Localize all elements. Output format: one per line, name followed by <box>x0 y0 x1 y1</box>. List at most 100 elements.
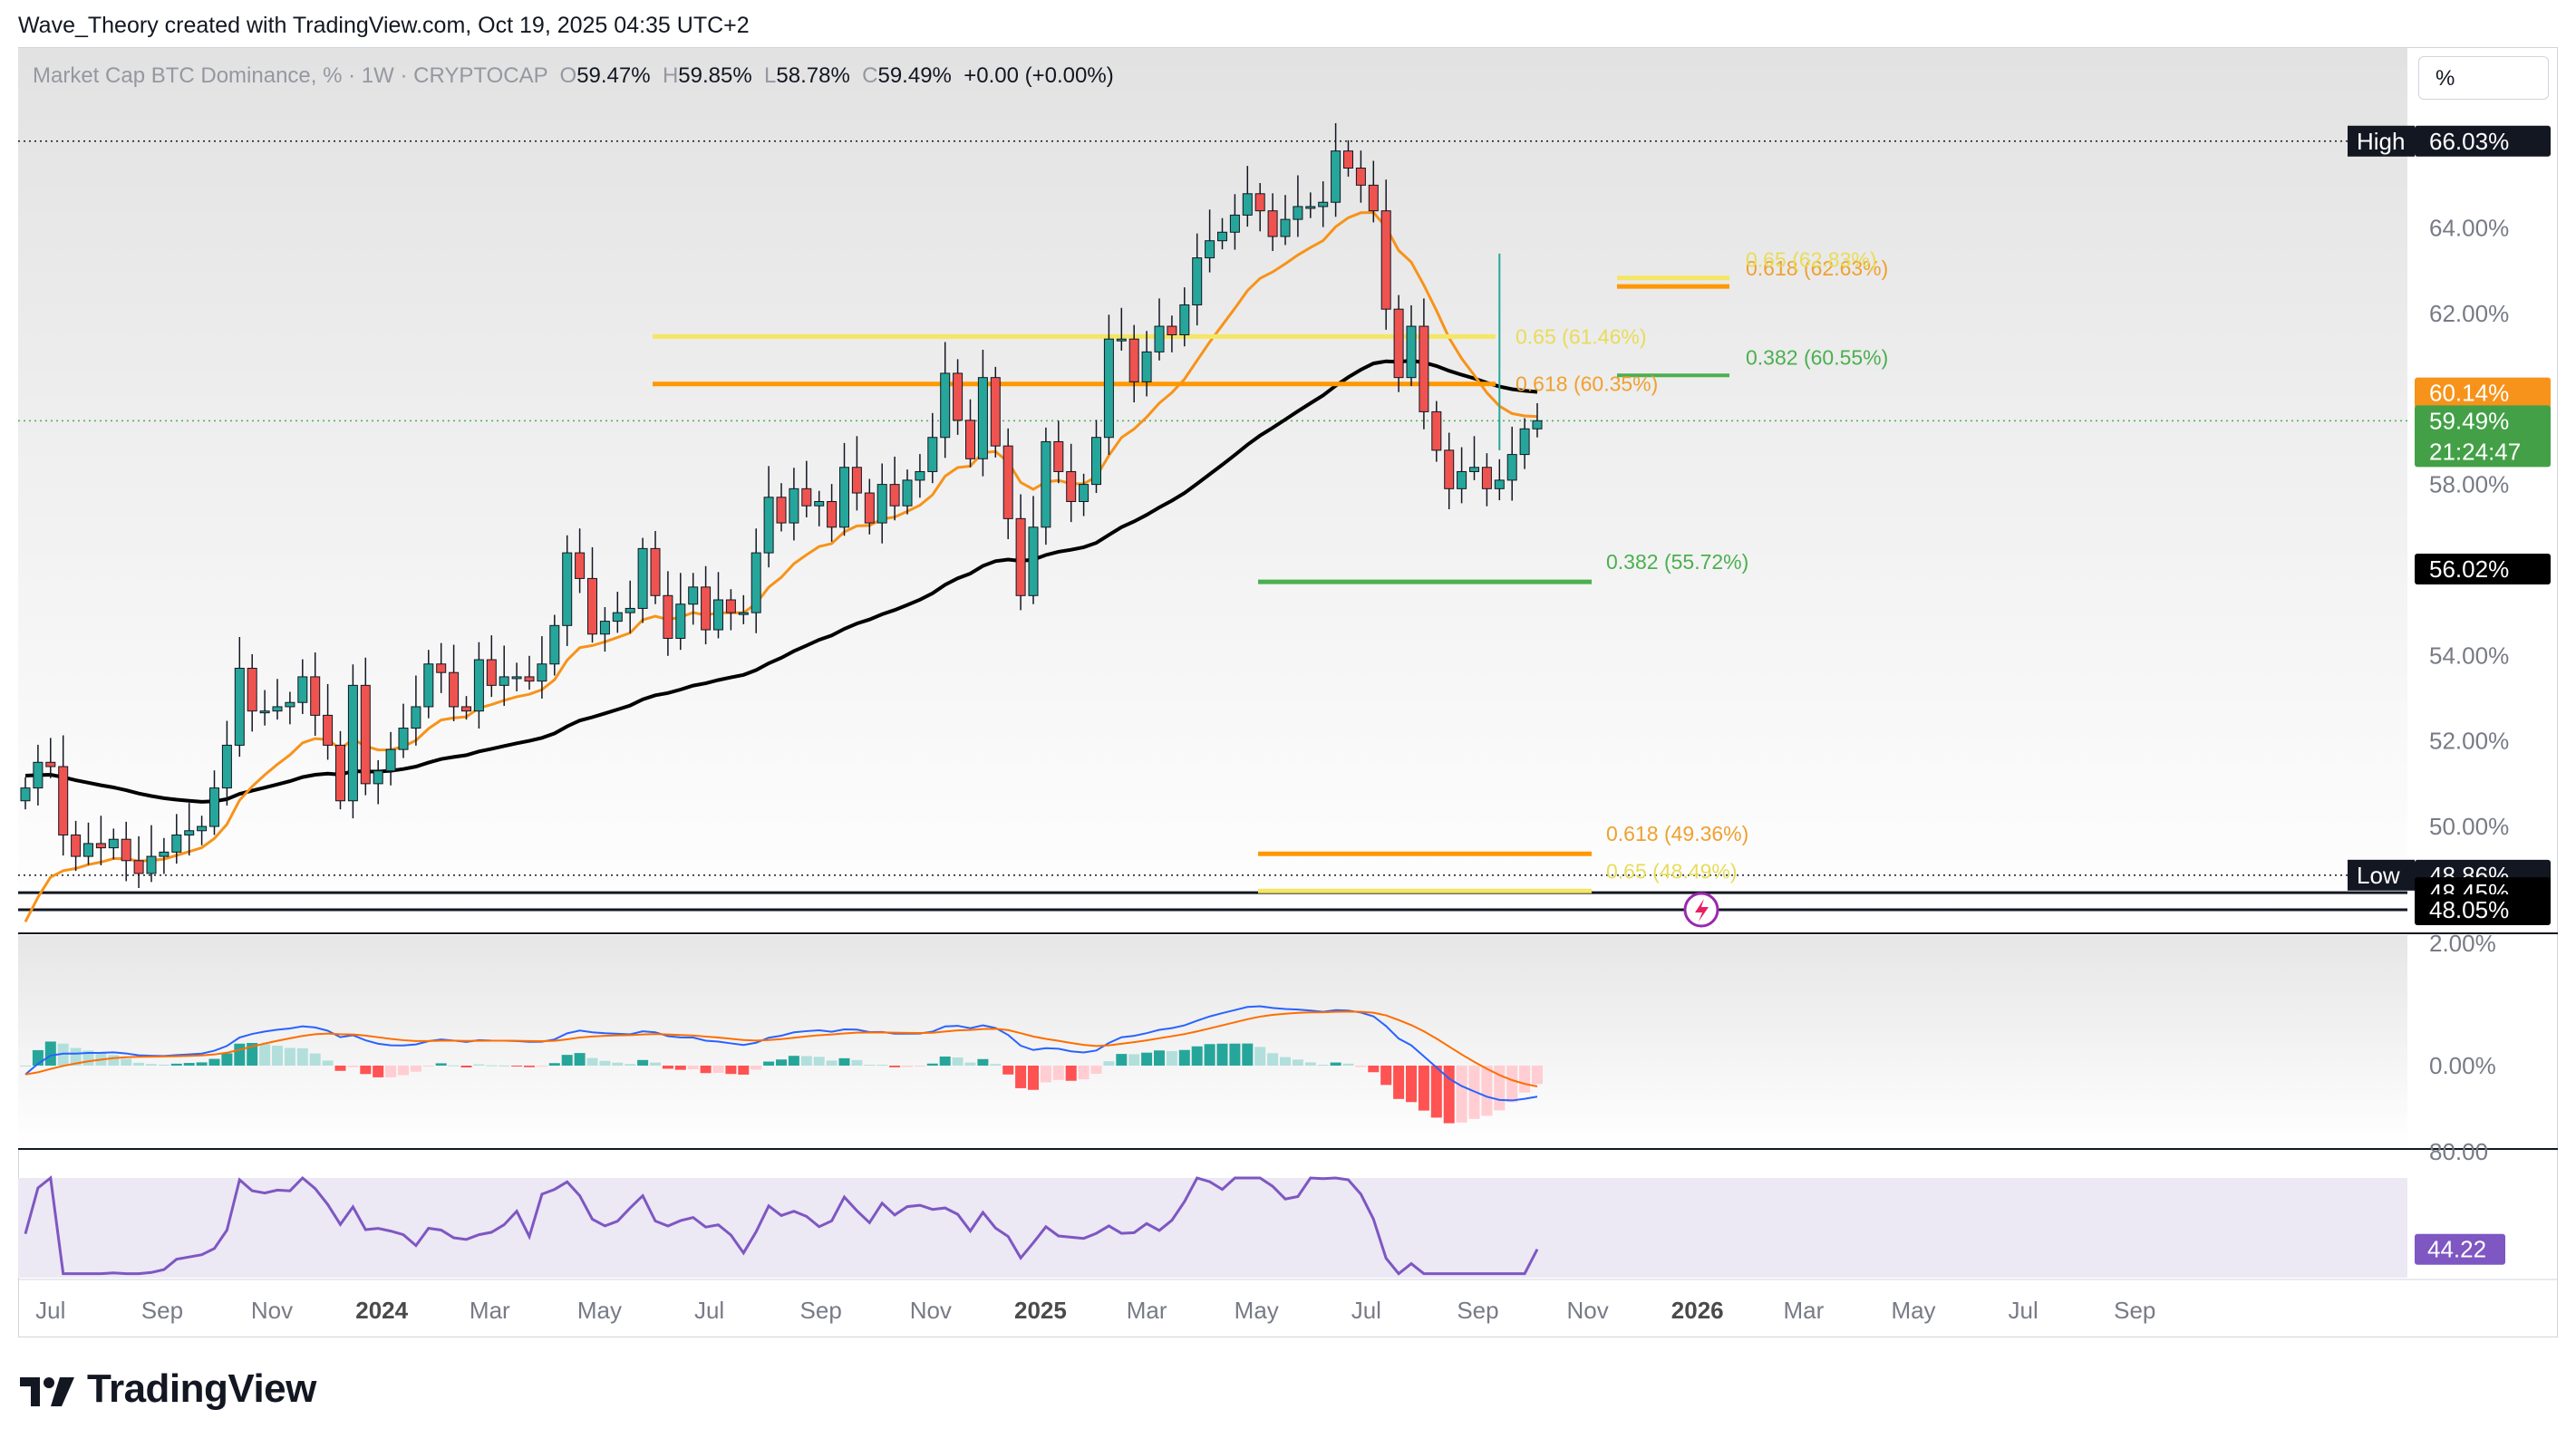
macd-histogram-bar <box>1368 1066 1380 1073</box>
candle-body <box>789 487 799 524</box>
candle-body <box>197 825 208 832</box>
macd-histogram-bar <box>499 1065 510 1067</box>
time-axis-tick-label: Nov <box>1566 1297 1608 1324</box>
candle-body <box>184 830 195 835</box>
candle-body <box>20 787 31 802</box>
candle <box>1128 324 1139 403</box>
macd-histogram-bar <box>158 1064 169 1066</box>
macd-histogram-bar <box>1532 1066 1543 1085</box>
macd-histogram-bar <box>259 1044 271 1066</box>
candle <box>827 484 838 542</box>
candle <box>221 720 232 806</box>
candle-body <box>1368 184 1379 212</box>
candle <box>71 820 82 872</box>
candle <box>45 738 56 778</box>
candle-body <box>1167 325 1177 335</box>
time-axis-tick-label: Jul <box>1351 1297 1381 1324</box>
candle-body <box>95 843 106 849</box>
candle <box>461 696 471 720</box>
candle-body <box>688 586 699 605</box>
candle <box>839 442 849 536</box>
macd-histogram-bar <box>1002 1066 1014 1075</box>
candle <box>1431 401 1442 462</box>
candle <box>436 642 447 693</box>
rsi-tick-label: 80.00 <box>2429 1138 2488 1165</box>
candle-body <box>1469 467 1479 472</box>
unit-selector-button[interactable]: % <box>2418 56 2549 100</box>
macd-histogram-bar <box>700 1066 712 1074</box>
ema-fast-line <box>24 210 1538 922</box>
candle-body <box>1079 484 1089 502</box>
macd-histogram-bar <box>536 1066 547 1067</box>
macd-histogram-bar <box>196 1062 208 1066</box>
candle <box>1380 179 1391 330</box>
event-bolt-icon <box>1683 892 1719 928</box>
candle-body <box>108 838 119 849</box>
candle <box>1506 426 1517 501</box>
candle-body <box>159 851 169 857</box>
candle-body <box>1267 210 1278 237</box>
candle <box>1229 194 1240 250</box>
candle <box>486 635 497 698</box>
macd-histogram-bar <box>851 1059 863 1066</box>
macd-histogram-bar <box>1355 1066 1367 1067</box>
candle-body <box>889 484 900 507</box>
candle <box>411 675 421 746</box>
candle-body <box>221 744 232 789</box>
candle <box>272 679 283 720</box>
y-axis-tick-label: 54.00% <box>2429 642 2509 669</box>
chart-canvas[interactable]: 64.00% 62.00% 58.00% 54.00% 52.00% 50.00% 0.61… <box>0 0 2576 1341</box>
candle <box>675 573 686 651</box>
candle <box>108 828 119 860</box>
tradingview-wordmark: TradingView <box>87 1366 316 1411</box>
candle-body <box>209 787 219 827</box>
macd-histogram-bar <box>1304 1062 1316 1066</box>
macd-histogram-bar <box>1481 1066 1493 1116</box>
candle-body <box>562 552 573 626</box>
macd-histogram-bar <box>398 1066 409 1076</box>
macd-histogram-bar <box>146 1064 157 1066</box>
macd-histogram-bar <box>435 1063 447 1066</box>
macd-histogram-bar <box>1154 1050 1165 1066</box>
time-axis-tick-label: 2025 <box>1014 1297 1067 1324</box>
candle-body <box>701 586 712 631</box>
candle <box>1494 459 1505 501</box>
candle-body <box>1254 193 1265 212</box>
candle-body <box>953 372 964 421</box>
candle-body <box>373 770 383 785</box>
candle <box>713 572 723 639</box>
macd-histogram-bar <box>1103 1061 1115 1066</box>
symbol-name[interactable]: Market Cap BTC Dominance, % · 1W · CRYPT… <box>33 63 548 88</box>
fib-label: 0.65 (61.46%) <box>1516 324 1646 348</box>
candle <box>20 777 31 810</box>
price-level-value: 48.05% <box>2429 896 2509 923</box>
candle <box>953 359 964 435</box>
candle-body <box>499 676 509 686</box>
tradingview-logo[interactable]: TradingView <box>20 1366 316 1412</box>
macd-histogram-bar <box>385 1066 397 1077</box>
candle-body <box>1141 351 1152 382</box>
candle <box>398 703 409 758</box>
macd-histogram-bar <box>926 1063 938 1066</box>
macd-histogram-bar <box>422 1066 434 1067</box>
candle <box>347 664 358 819</box>
candle <box>1305 192 1316 218</box>
candle-body <box>423 663 434 708</box>
candle-body <box>876 484 887 524</box>
candle-body <box>1154 325 1165 352</box>
candle <box>549 614 560 676</box>
candle-body <box>234 667 245 746</box>
time-axis-tick-label: Sep <box>2114 1297 2155 1324</box>
candle <box>763 466 774 568</box>
candle-body <box>612 612 623 623</box>
candle <box>259 690 270 726</box>
legend-high-label: H <box>662 63 679 88</box>
candle <box>1002 428 1013 540</box>
candle-body <box>990 377 1001 447</box>
candle-body <box>1217 231 1227 242</box>
candle-body <box>33 761 44 789</box>
candle <box>977 350 988 477</box>
symbol-legend[interactable]: Market Cap BTC Dominance, % · 1W · CRYPT… <box>33 63 1114 89</box>
macd-histogram-bar <box>410 1066 421 1072</box>
candle-body <box>1331 150 1341 203</box>
